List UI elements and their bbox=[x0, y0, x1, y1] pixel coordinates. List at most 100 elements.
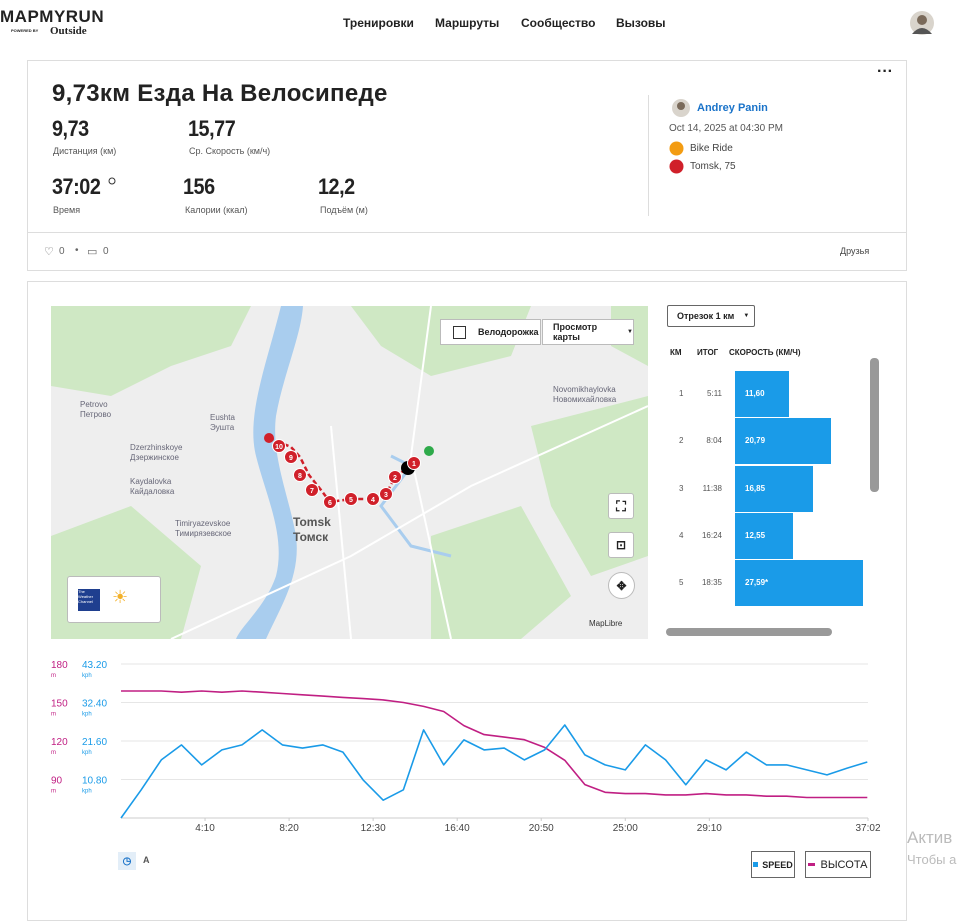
split-total: 18:35 bbox=[701, 578, 722, 588]
nav-link[interactable]: Вызовы bbox=[616, 16, 666, 30]
legend-item[interactable]: SPEED bbox=[751, 851, 795, 878]
selector-label: Отрезок 1 км bbox=[677, 311, 735, 321]
y-tick-label: 21.60 bbox=[82, 737, 107, 748]
split-row: 4 16:24 12,55 bbox=[667, 512, 866, 559]
privacy[interactable]: Друзья bbox=[840, 246, 870, 256]
y-tick-label: 43.20 bbox=[82, 660, 107, 671]
avatar-head bbox=[917, 15, 927, 25]
y-tick-label: 10.80 bbox=[82, 776, 107, 787]
y-tick-label: 32.40 bbox=[82, 699, 107, 710]
split-km: 5 bbox=[679, 578, 684, 588]
split-bar bbox=[735, 560, 863, 607]
toggle-label: Велодорожка bbox=[478, 327, 539, 337]
x-tick-label: 12:30 bbox=[361, 823, 386, 834]
place-label: Тимирязевское bbox=[175, 529, 232, 538]
km-marker-label: 9 bbox=[289, 455, 293, 462]
location-icon bbox=[669, 159, 684, 174]
split-total: 11:38 bbox=[702, 483, 722, 493]
km-marker-label: 5 bbox=[349, 497, 353, 504]
start-marker bbox=[424, 446, 434, 456]
location: Tomsk, 75 bbox=[690, 161, 736, 172]
like-icon[interactable]: ♡ bbox=[44, 246, 54, 258]
split-total: 8:04 bbox=[706, 436, 722, 446]
y2-tick-label: 90 bbox=[51, 776, 63, 787]
stat-value: 12,2 bbox=[318, 174, 355, 199]
vertical-scrollbar[interactable] bbox=[870, 358, 879, 492]
legend-item[interactable]: ВЫСОТА bbox=[805, 851, 871, 878]
stat-label: Подъём (м) bbox=[320, 205, 368, 215]
roads bbox=[170, 306, 648, 639]
x-tick-label: 4:10 bbox=[195, 823, 215, 834]
stat-value: 156 bbox=[183, 174, 215, 199]
checkbox bbox=[453, 325, 466, 339]
dropdown-label: Просмотр карты bbox=[553, 322, 598, 342]
bike-lanes-toggle[interactable]: Велодорожка bbox=[440, 319, 541, 345]
time-axis-toggle[interactable]: ◷ bbox=[118, 852, 136, 870]
y-unit: kph bbox=[82, 789, 92, 795]
split-km: 2 bbox=[679, 436, 684, 446]
horizontal-scrollbar[interactable] bbox=[666, 628, 832, 636]
split-row: 1 5:11 11,60 bbox=[667, 371, 866, 417]
y2-tick-label: 180 bbox=[51, 660, 68, 671]
map-attribution: MapLibre bbox=[589, 619, 623, 628]
km-marker bbox=[293, 468, 307, 482]
distance-axis-toggle[interactable]: A bbox=[143, 855, 150, 865]
nav-link[interactable]: Тренировки bbox=[343, 16, 414, 30]
road bbox=[409, 306, 452, 639]
road bbox=[330, 425, 352, 639]
brand: Outside bbox=[50, 25, 87, 37]
split-header: ИТОГ bbox=[697, 348, 719, 357]
y-unit: kph bbox=[82, 750, 92, 756]
y-unit: kph bbox=[82, 673, 92, 679]
km-marker bbox=[379, 487, 393, 501]
split-selector[interactable]: Отрезок 1 км ▼ bbox=[667, 305, 755, 327]
series-line bbox=[121, 690, 868, 799]
split-speed-label: 12,55 bbox=[745, 530, 766, 540]
nav-link[interactable]: Сообщество bbox=[521, 16, 596, 30]
km-marker-label: 6 bbox=[328, 500, 332, 507]
user-name[interactable]: Andrey Panin bbox=[697, 102, 768, 114]
x-tick-label: 8:20 bbox=[279, 823, 299, 834]
split-row: 3 11:38 16,85 bbox=[667, 465, 866, 512]
park bbox=[51, 306, 251, 396]
split-km: 1 bbox=[679, 389, 684, 398]
place-label: Новомихайловка bbox=[553, 395, 617, 404]
split-header: КМ bbox=[670, 348, 682, 357]
place-label: Petrovo bbox=[80, 400, 108, 409]
split-row: 5 18:35 27,59* bbox=[667, 560, 866, 607]
nav-link[interactable]: Маршруты bbox=[435, 16, 500, 30]
powered-by: POWERED BY bbox=[11, 28, 39, 33]
logo[interactable]: MAPMYRUN bbox=[0, 7, 105, 26]
avatar-head bbox=[677, 102, 685, 110]
stat-value: 37:02 bbox=[52, 174, 101, 199]
fullscreen-button[interactable]: ⛶ bbox=[608, 493, 634, 519]
weather-logo: The Weather Channel bbox=[78, 589, 100, 611]
y2-unit: m bbox=[51, 750, 56, 756]
recenter-button[interactable]: ⊡ bbox=[608, 532, 634, 558]
divider bbox=[28, 232, 906, 233]
km-marker-label: 10 bbox=[275, 444, 283, 451]
comment-icon[interactable]: ▭ bbox=[87, 246, 98, 258]
stat-value: 15,77 bbox=[188, 116, 236, 141]
place-label: Томск bbox=[293, 530, 329, 544]
avatar[interactable] bbox=[909, 10, 935, 36]
place-label: Tomsk bbox=[293, 515, 331, 529]
compass-button[interactable]: ✥ bbox=[608, 572, 635, 599]
map-view-dropdown[interactable]: Просмотр карты ▼ bbox=[542, 319, 634, 345]
split-speed-label: 16,85 bbox=[745, 483, 766, 493]
more-menu[interactable]: ··· bbox=[877, 63, 893, 80]
caret: ▼ bbox=[627, 329, 633, 335]
weather-widget[interactable]: The Weather Channel ☀ bbox=[67, 576, 161, 623]
y2-tick-label: 150 bbox=[51, 699, 68, 710]
split-km: 3 bbox=[679, 483, 684, 493]
road bbox=[170, 405, 648, 639]
weather-icon: ☀ bbox=[112, 587, 129, 607]
watermark: Актив bbox=[907, 828, 953, 847]
split-rows: 1 5:11 11,60 2 8:04 20,79 3 11:38 16,85 4 16:24 12,… bbox=[667, 363, 866, 625]
km-marker bbox=[284, 450, 298, 464]
workout-card bbox=[27, 60, 907, 271]
split-km: 4 bbox=[679, 530, 684, 540]
split-speed-label: 20,79 bbox=[745, 436, 766, 446]
stat-label: Калории (ккал) bbox=[185, 205, 248, 215]
